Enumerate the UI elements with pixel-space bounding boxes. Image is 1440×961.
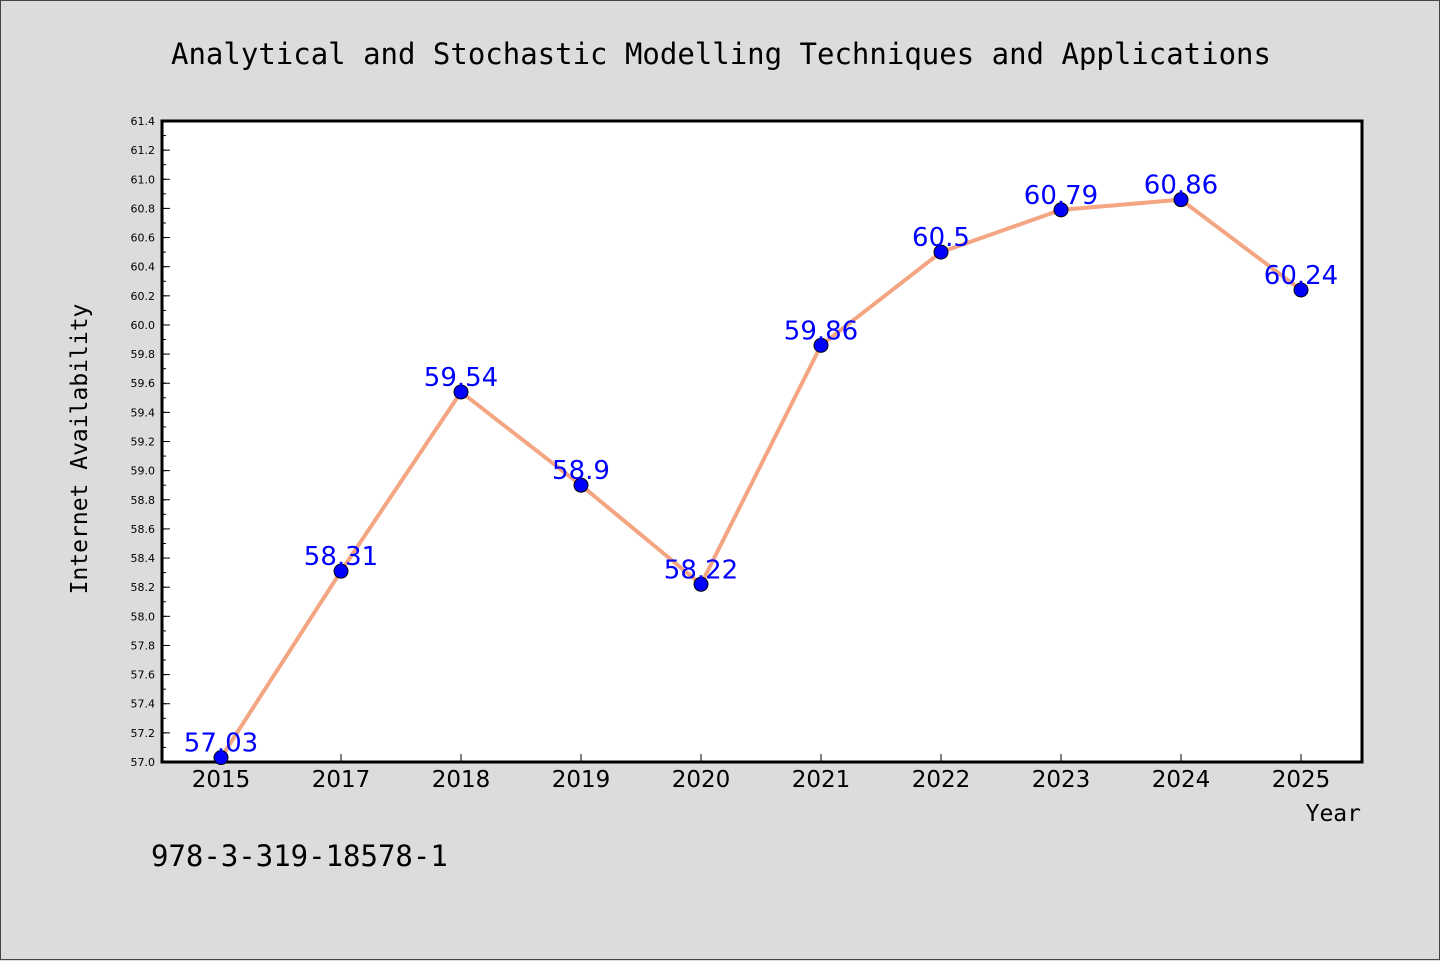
- data-point: [1293, 282, 1309, 298]
- data-label: 58.31: [304, 542, 378, 572]
- y-tick-label: 59.4: [131, 406, 156, 419]
- y-tick-label: 61.0: [131, 173, 156, 186]
- y-tick-label: 58.8: [131, 494, 156, 507]
- data-label: 60.86: [1144, 171, 1218, 201]
- y-tick-label: 60.2: [131, 290, 156, 303]
- x-tick-label: 2017: [312, 767, 371, 793]
- y-tick-label: 59.2: [131, 436, 156, 449]
- y-tick-label: 60.8: [131, 202, 156, 215]
- y-tick-label: 60.6: [131, 232, 156, 245]
- isbn-footer: 978-3-319-18578-1: [151, 839, 448, 873]
- data-point: [933, 244, 949, 260]
- data-point: [813, 337, 829, 353]
- plot-area: [160, 119, 1364, 764]
- y-tick-label: 58.2: [131, 581, 156, 594]
- data-point: [573, 477, 589, 493]
- y-tick-label: 58.4: [131, 552, 156, 565]
- y-tick-label: 59.6: [131, 377, 156, 390]
- data-point: [1053, 202, 1069, 218]
- data-point: [693, 576, 709, 592]
- y-tick-label: 58.6: [131, 523, 156, 536]
- y-tick-label: 57.6: [131, 669, 156, 682]
- y-tick-label: 59.8: [131, 348, 156, 361]
- chart-title: Analytical and Stochastic Modelling Tech…: [171, 37, 1271, 71]
- y-tick-label: 61.2: [131, 144, 156, 157]
- data-label: 60.24: [1264, 261, 1338, 291]
- x-tick-label: 2023: [1032, 767, 1091, 793]
- data-label: 60.5: [912, 223, 970, 253]
- y-tick-label: 60.0: [131, 319, 156, 332]
- y-tick-label: 59.0: [131, 465, 156, 478]
- data-point: [213, 750, 229, 766]
- series-line: [219, 197, 1303, 759]
- x-tick-label: 2021: [792, 767, 851, 793]
- x-tick-label: 2024: [1152, 767, 1211, 793]
- y-tick-label: 60.4: [131, 261, 156, 274]
- data-point: [1173, 192, 1189, 208]
- data-label: 57.03: [184, 729, 258, 759]
- data-point: [453, 384, 469, 400]
- x-tick-label: 2015: [192, 767, 251, 793]
- y-tick-label: 57.2: [131, 727, 156, 740]
- data-point: [333, 563, 349, 579]
- x-tick-label: 2020: [672, 767, 731, 793]
- x-tick-label: 2025: [1272, 767, 1331, 793]
- data-label: 60.79: [1024, 181, 1098, 211]
- y-tick-label: 57.0: [131, 756, 156, 769]
- data-label: 58.22: [664, 555, 738, 585]
- x-tick-label: 2019: [552, 767, 611, 793]
- data-label: 58.9: [552, 456, 610, 486]
- y-tick-label: 61.4: [131, 115, 156, 128]
- x-axis-label: Year: [1306, 801, 1361, 827]
- x-tick-label: 2022: [912, 767, 971, 793]
- data-label: 59.54: [424, 363, 498, 393]
- y-axis-label: Internet Availability: [67, 304, 93, 595]
- y-tick-label: 57.4: [131, 698, 156, 711]
- x-axis: 2015 2017 2018 2019 2020 2021 2022 2023 2024 2025: [192, 754, 1331, 793]
- y-tick-label: 58.0: [131, 610, 156, 623]
- y-axis: 57.0 57.2 57.4 57.6 57.8 58.0 58.2 58.4 58.6 58.8…: [131, 115, 170, 769]
- y-tick-label: 57.8: [131, 639, 156, 652]
- x-tick-label: 2018: [432, 767, 491, 793]
- data-label: 59.86: [784, 316, 858, 346]
- series-internet-availability: 57.03 58.31 59.54 58.9 58.22 59.86 60.5 60.79 60…: [184, 171, 1338, 766]
